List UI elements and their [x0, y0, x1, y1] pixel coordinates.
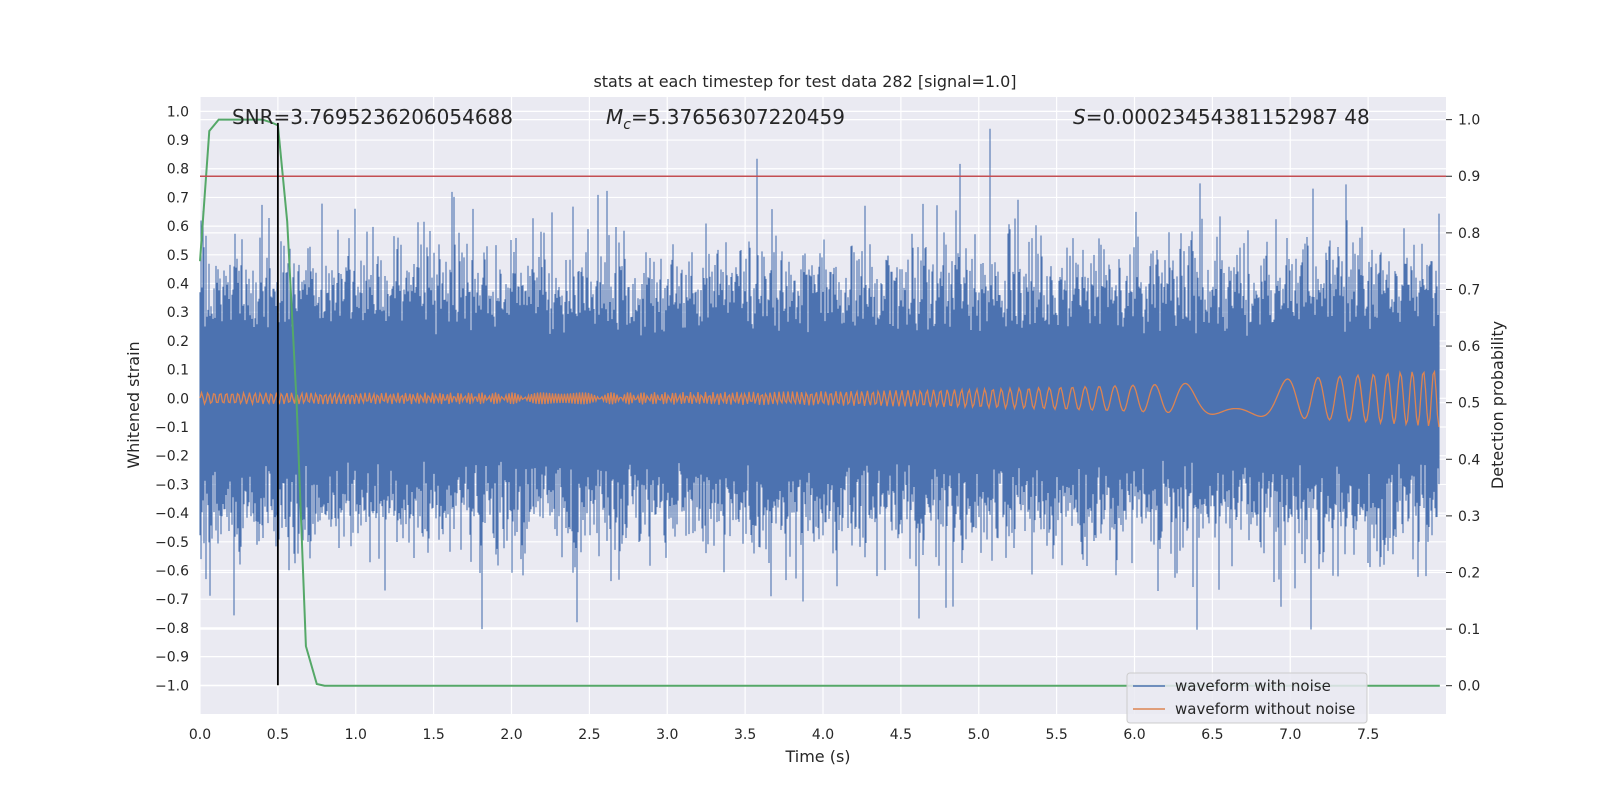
y-tick-label: −0.5 [155, 535, 189, 551]
legend-box [1126, 672, 1368, 724]
y-tick-label: 0.1 [167, 363, 189, 379]
x-tick-label: 1.5 [422, 727, 444, 743]
x-axis-label: Time (s) [784, 747, 850, 766]
snr-annotation: SNR=3.7695236206054688 [232, 105, 513, 129]
y-tick-label: −0.3 [155, 477, 189, 493]
y2-tick-label: 0.6 [1458, 339, 1480, 355]
y2-tick-label: 0.3 [1458, 509, 1480, 525]
y2-tick-label: 1.0 [1458, 113, 1480, 129]
x-tick-label: 5.0 [968, 727, 990, 743]
y-tick-label: −1.0 [155, 678, 189, 694]
y-tick-label: 0.6 [167, 219, 189, 235]
y-tick-label: 0.5 [167, 248, 189, 264]
x-tick-label: 0.5 [267, 727, 289, 743]
y-tick-label: −0.4 [155, 506, 189, 522]
mc-symbol: M [606, 105, 623, 129]
y2-tick-label: 0.4 [1458, 452, 1480, 468]
x-tick-label: 7.0 [1279, 727, 1301, 743]
legend: waveform with noise waveform without noi… [1126, 672, 1368, 724]
y-tick-label: 0.2 [167, 334, 189, 350]
y2-tick-label: 0.5 [1458, 396, 1480, 412]
y-tick-label: 0.7 [167, 190, 189, 206]
waveform-with-noise-line [199, 128, 1440, 630]
y-axis-label: Whitened strain [124, 341, 143, 468]
y2-tick-label: 0.7 [1458, 282, 1480, 298]
s-symbol: S [1073, 105, 1086, 129]
y2-tick-label: 0.1 [1458, 622, 1480, 638]
y2-tick-label: 0.8 [1458, 226, 1480, 242]
y2-tick-label: 0.2 [1458, 565, 1480, 581]
legend-label-clean: waveform without noise [1175, 700, 1355, 718]
clean-series [199, 369, 1440, 428]
detection-probability-line [199, 118, 1440, 687]
mc-value: =5.37656307220459 [631, 105, 845, 129]
y-tick-label: −0.6 [155, 564, 189, 580]
y-tick-label: −0.8 [155, 621, 189, 637]
x-tick-label: 2.0 [500, 727, 522, 743]
x-tick-label: 5.5 [1045, 727, 1067, 743]
y-tick-label: 1.0 [167, 104, 189, 120]
y2-axis-label: Detection probability [1488, 321, 1507, 489]
y-tick-label: −0.7 [155, 592, 189, 608]
noise-series [199, 128, 1440, 630]
y-tick-label: −0.1 [155, 420, 189, 436]
y-tick-label: −0.2 [155, 449, 189, 465]
x-ticks: 0.0 0.5 1.0 1.5 2.0 2.5 3.0 3.5 4.0 4.5 5.0 5.5 6.0 6… [189, 727, 1379, 743]
x-tick-label: 3.5 [734, 727, 756, 743]
x-tick-label: 2.5 [578, 727, 600, 743]
y-ticks: 1.0 0.9 0.8 0.7 0.6 0.5 0.4 0.3 0.2 0.1 0.0 −0.1 −0.… [155, 104, 189, 694]
s-value: =0.00023454381152987 48 [1086, 105, 1370, 129]
y2-tick-label: 0.9 [1458, 169, 1480, 185]
y2-tick-label: 0.0 [1458, 679, 1480, 695]
legend-label-noise: waveform with noise [1175, 677, 1331, 695]
x-tick-label: 6.5 [1201, 727, 1223, 743]
x-tick-label: 0.0 [189, 727, 211, 743]
x-tick-label: 4.5 [890, 727, 912, 743]
y-tick-label: 0.4 [167, 277, 189, 293]
chart-title: stats at each timestep for test data 282… [593, 72, 1016, 91]
probability-series [199, 118, 1440, 687]
x-tick-label: 7.5 [1357, 727, 1379, 743]
waveform-without-noise-line [199, 369, 1440, 428]
y-tick-label: −0.9 [155, 650, 189, 666]
y-tick-label: 0.9 [167, 133, 189, 149]
mc-annotation: Mc=5.37656307220459 [606, 105, 845, 133]
overlays [200, 122, 1446, 686]
x-tick-label: 6.0 [1123, 727, 1145, 743]
y-tick-label: 0.8 [167, 162, 189, 178]
y-tick-label: 0.0 [167, 391, 189, 407]
x-tick-label: 3.0 [656, 727, 678, 743]
x-tick-label: 1.0 [345, 727, 367, 743]
s-annotation: S=0.00023454381152987 48 [1073, 105, 1370, 129]
y-tick-label: 0.3 [167, 305, 189, 321]
x-tick-label: 4.0 [812, 727, 834, 743]
mc-subscript: c [623, 117, 631, 133]
y2-ticks: 1.0 0.9 0.8 0.7 0.6 0.5 0.4 0.3 0.2 0.1 0.0 [1446, 113, 1480, 695]
